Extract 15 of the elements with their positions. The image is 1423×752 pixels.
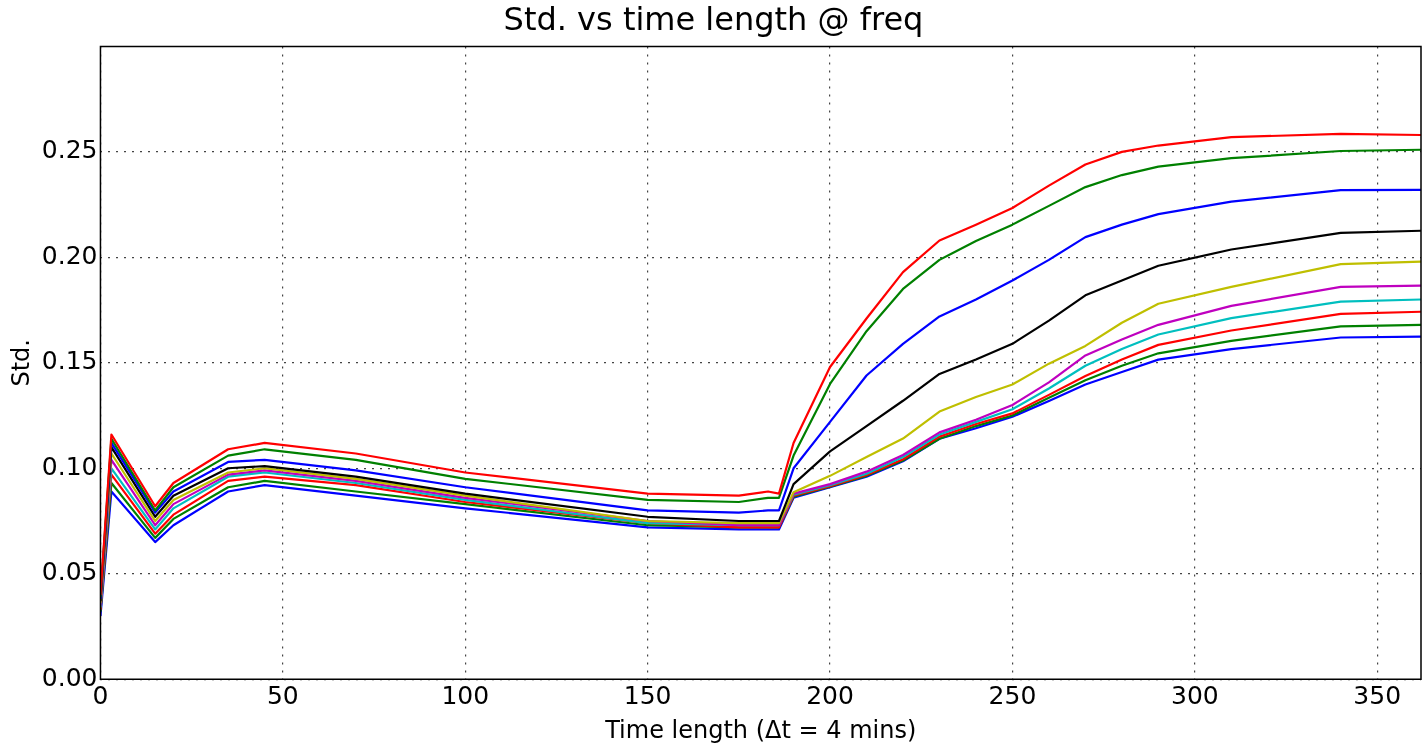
x-axis-title: Time length (Δt = 4 mins) — [604, 715, 917, 744]
y-tick-label: 0.15 — [41, 346, 98, 376]
y-axis-title: Std. — [6, 339, 35, 387]
x-tick-label: 150 — [623, 680, 672, 710]
y-tick-label: 0.25 — [41, 135, 98, 165]
y-tick-label: 0.20 — [41, 240, 98, 270]
x-tick-label: 200 — [806, 680, 854, 710]
x-tick-label: 250 — [988, 680, 1037, 710]
x-tick-label: 100 — [441, 680, 490, 710]
chart-title: Std. vs time length @ freq — [503, 0, 924, 38]
x-tick-label: 350 — [1353, 680, 1402, 710]
x-tick-label: 300 — [1170, 680, 1219, 710]
y-tick-label: 0.05 — [41, 557, 98, 587]
y-tick-label: 0.10 — [41, 451, 98, 481]
x-tick-label: 50 — [266, 680, 299, 710]
